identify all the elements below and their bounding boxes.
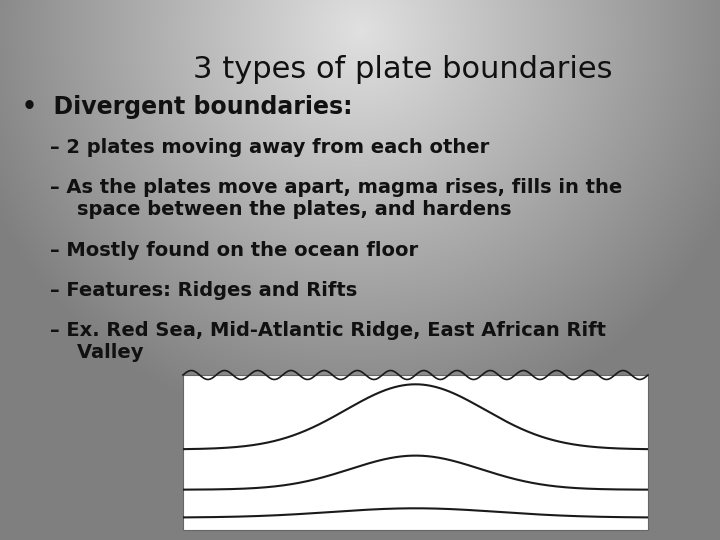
- Text: – 2 plates moving away from each other: – 2 plates moving away from each other: [50, 138, 490, 157]
- Text: – Mostly found on the ocean floor: – Mostly found on the ocean floor: [50, 241, 418, 260]
- Text: •  Divergent boundaries:: • Divergent boundaries:: [22, 95, 352, 119]
- Text: – As the plates move apart, magma rises, fills in the
    space between the plat: – As the plates move apart, magma rises,…: [50, 178, 623, 219]
- Text: – Ex. Red Sea, Mid-Atlantic Ridge, East African Rift
    Valley: – Ex. Red Sea, Mid-Atlantic Ridge, East …: [50, 321, 606, 362]
- Text: 3 types of plate boundaries: 3 types of plate boundaries: [194, 55, 613, 84]
- Bar: [183, 375, 648, 530]
- Text: – Features: Ridges and Rifts: – Features: Ridges and Rifts: [50, 281, 358, 300]
